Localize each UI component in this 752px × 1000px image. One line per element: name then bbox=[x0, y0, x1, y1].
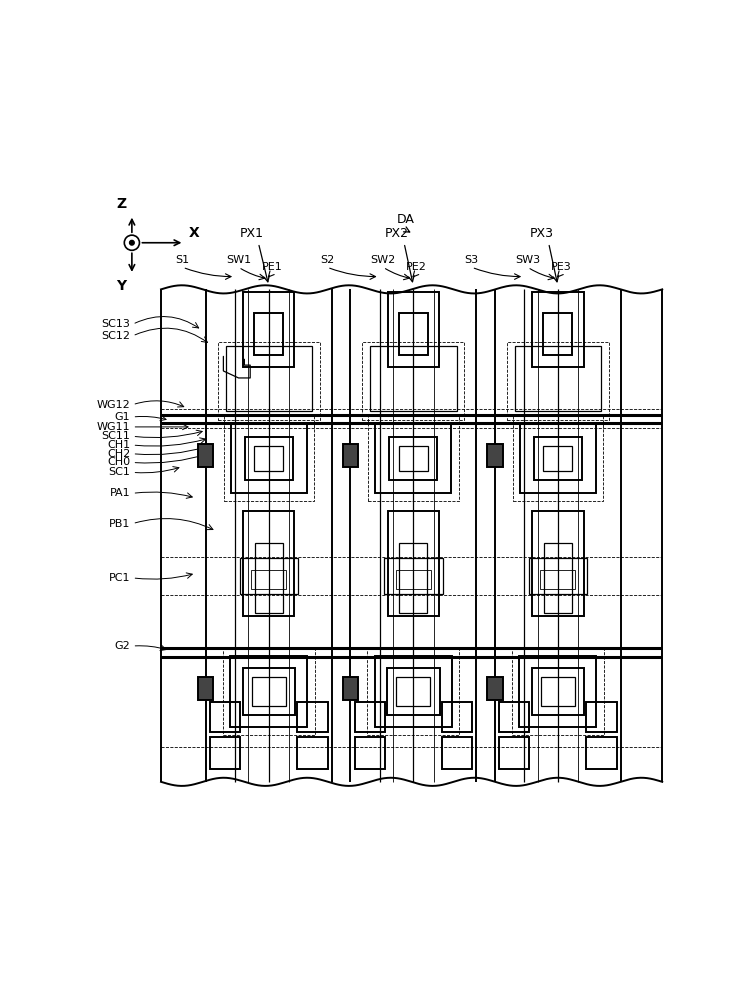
Text: G1: G1 bbox=[114, 412, 130, 422]
Bar bbox=[210, 702, 241, 732]
Text: PE2: PE2 bbox=[406, 262, 426, 272]
Bar bbox=[532, 511, 584, 616]
Bar bbox=[375, 656, 452, 727]
Bar bbox=[390, 437, 437, 480]
Text: WG12: WG12 bbox=[96, 400, 130, 410]
Bar bbox=[231, 423, 307, 493]
Text: WG11: WG11 bbox=[96, 422, 130, 432]
Bar bbox=[367, 648, 459, 735]
Text: CH2: CH2 bbox=[107, 449, 130, 459]
Text: PA1: PA1 bbox=[110, 488, 130, 498]
Text: Y: Y bbox=[117, 279, 126, 293]
Bar bbox=[532, 292, 584, 367]
Bar bbox=[487, 677, 502, 700]
Text: S3: S3 bbox=[465, 255, 479, 265]
Bar bbox=[243, 511, 295, 616]
Bar bbox=[230, 656, 308, 727]
Text: CH1: CH1 bbox=[107, 440, 130, 450]
Bar bbox=[375, 423, 451, 493]
Bar bbox=[512, 648, 604, 735]
Bar bbox=[520, 656, 596, 727]
Bar bbox=[532, 668, 584, 715]
Text: PC1: PC1 bbox=[108, 573, 130, 583]
Bar bbox=[297, 702, 328, 732]
Text: SC1: SC1 bbox=[108, 467, 130, 477]
Bar bbox=[199, 444, 214, 467]
Bar bbox=[487, 444, 502, 467]
Bar bbox=[541, 570, 575, 589]
Bar bbox=[544, 446, 572, 471]
Bar bbox=[388, 511, 439, 616]
Bar bbox=[251, 570, 287, 589]
Bar bbox=[507, 342, 609, 420]
Bar bbox=[587, 737, 617, 769]
Bar bbox=[513, 416, 603, 501]
Bar bbox=[199, 677, 214, 700]
Bar bbox=[226, 346, 312, 411]
Bar bbox=[499, 702, 529, 732]
Bar bbox=[218, 342, 320, 420]
Text: SW3: SW3 bbox=[515, 255, 540, 265]
Bar bbox=[515, 346, 601, 411]
Bar bbox=[541, 677, 575, 706]
Bar bbox=[223, 416, 314, 501]
Bar bbox=[587, 702, 617, 732]
Bar bbox=[255, 543, 283, 613]
Bar bbox=[396, 570, 431, 589]
Bar bbox=[442, 702, 472, 732]
Bar bbox=[210, 737, 241, 769]
Circle shape bbox=[129, 240, 134, 245]
Bar bbox=[368, 416, 459, 501]
Bar bbox=[529, 558, 587, 594]
Bar bbox=[252, 677, 286, 706]
Bar bbox=[343, 677, 358, 700]
Bar bbox=[544, 543, 572, 613]
Text: Z: Z bbox=[117, 197, 126, 211]
Bar bbox=[399, 543, 427, 613]
Text: SC13: SC13 bbox=[102, 319, 130, 329]
Bar bbox=[534, 437, 582, 480]
Bar bbox=[254, 313, 284, 355]
Bar bbox=[354, 702, 385, 732]
Bar bbox=[254, 446, 284, 471]
Bar bbox=[343, 444, 358, 467]
Bar bbox=[245, 437, 293, 480]
Text: X: X bbox=[189, 226, 200, 240]
Bar bbox=[243, 292, 295, 367]
Bar bbox=[399, 446, 428, 471]
Text: PE1: PE1 bbox=[262, 262, 282, 272]
Bar bbox=[442, 737, 472, 769]
Bar bbox=[499, 737, 529, 769]
Text: PX3: PX3 bbox=[529, 227, 553, 240]
Bar bbox=[520, 423, 596, 493]
Text: S2: S2 bbox=[320, 255, 334, 265]
Text: CH0: CH0 bbox=[107, 457, 130, 467]
Text: SC12: SC12 bbox=[101, 331, 130, 341]
Text: DA: DA bbox=[397, 213, 415, 226]
Bar bbox=[388, 292, 439, 367]
Bar bbox=[223, 648, 315, 735]
Text: SC11: SC11 bbox=[102, 431, 130, 441]
Bar bbox=[387, 668, 440, 715]
Bar bbox=[354, 737, 385, 769]
Bar bbox=[297, 737, 328, 769]
Text: G2: G2 bbox=[114, 641, 130, 651]
Text: S1: S1 bbox=[175, 255, 190, 265]
Text: PE3: PE3 bbox=[550, 262, 572, 272]
Text: PX1: PX1 bbox=[239, 227, 263, 240]
Bar bbox=[362, 342, 465, 420]
Bar bbox=[384, 558, 442, 594]
Bar bbox=[399, 313, 428, 355]
Bar bbox=[396, 677, 430, 706]
Bar bbox=[240, 558, 298, 594]
Bar bbox=[544, 313, 572, 355]
Text: PB1: PB1 bbox=[109, 519, 130, 529]
Text: SW1: SW1 bbox=[226, 255, 251, 265]
Text: SW2: SW2 bbox=[371, 255, 396, 265]
Bar bbox=[370, 346, 456, 411]
Text: PX2: PX2 bbox=[385, 227, 409, 240]
Bar bbox=[243, 668, 295, 715]
